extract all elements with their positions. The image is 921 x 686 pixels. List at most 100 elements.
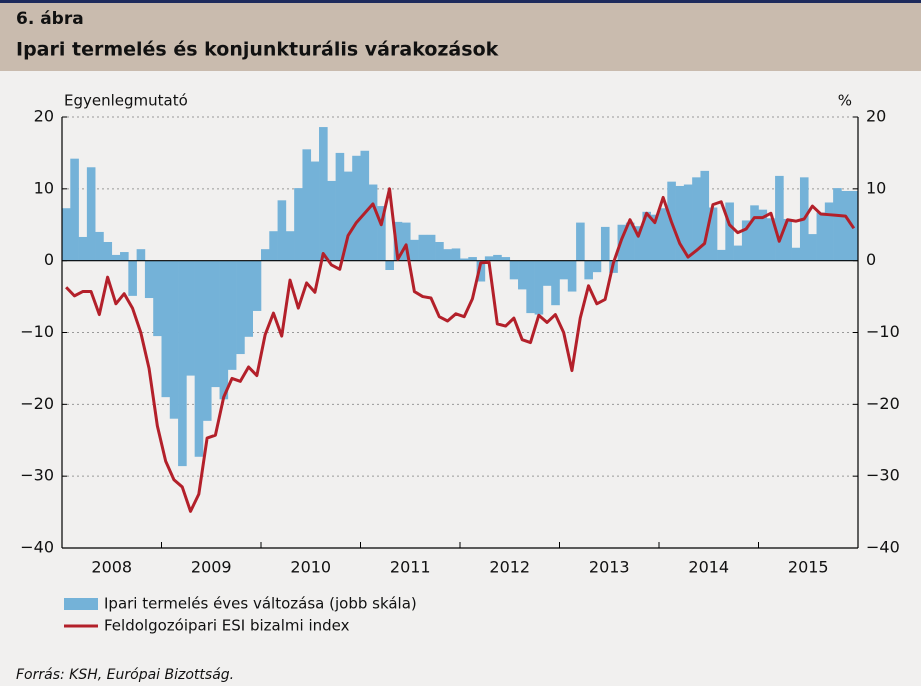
x-tick-label: 2011 bbox=[390, 558, 431, 577]
bar bbox=[750, 205, 759, 261]
y-tick-label: −10 bbox=[20, 322, 54, 341]
bar bbox=[78, 236, 88, 261]
bar bbox=[534, 260, 544, 315]
bar bbox=[294, 188, 303, 261]
bar bbox=[410, 239, 419, 261]
bar bbox=[393, 221, 403, 261]
bar bbox=[460, 258, 469, 261]
bar bbox=[211, 260, 220, 388]
figure-label: 6. ábra bbox=[16, 9, 84, 29]
x-tick-label: 2015 bbox=[788, 558, 829, 577]
header-rule bbox=[0, 0, 921, 3]
bar bbox=[128, 260, 137, 296]
bar bbox=[310, 161, 320, 261]
bar bbox=[526, 260, 535, 314]
bar bbox=[178, 260, 187, 467]
line bbox=[65, 187, 856, 513]
bar bbox=[692, 177, 701, 261]
bar bbox=[95, 231, 104, 261]
bar bbox=[144, 260, 154, 299]
legend-label: Ipari termelés éves változása (jobb skál… bbox=[104, 595, 417, 613]
x-tick-label: 2009 bbox=[191, 558, 232, 577]
bar bbox=[418, 234, 428, 261]
bar bbox=[775, 175, 784, 261]
bar bbox=[153, 260, 162, 337]
x-tick-label: 2013 bbox=[589, 558, 630, 577]
bar bbox=[385, 260, 394, 271]
bar bbox=[816, 212, 826, 261]
bar bbox=[327, 180, 336, 261]
bar bbox=[717, 249, 726, 261]
legend-label: Feldolgozóipari ESI bizalmi index bbox=[104, 617, 350, 635]
bar bbox=[194, 260, 204, 457]
bar bbox=[493, 254, 502, 261]
bar bbox=[849, 190, 859, 261]
legend-swatch bbox=[64, 598, 98, 610]
bar bbox=[841, 190, 851, 261]
bar bbox=[136, 249, 146, 261]
bar bbox=[343, 171, 353, 261]
y2-tick-label: −10 bbox=[866, 322, 900, 341]
bar bbox=[368, 184, 378, 261]
bar bbox=[708, 207, 718, 261]
bar bbox=[70, 158, 79, 261]
bar bbox=[833, 188, 842, 261]
bar bbox=[758, 209, 768, 261]
bar bbox=[576, 222, 585, 261]
bar bbox=[277, 200, 287, 261]
bar bbox=[426, 234, 436, 261]
bar bbox=[725, 202, 734, 261]
bar bbox=[791, 247, 801, 261]
bar bbox=[824, 202, 834, 261]
y2-tick-label: −20 bbox=[866, 394, 900, 413]
bar bbox=[468, 257, 477, 261]
x-tick-label: 2012 bbox=[489, 558, 530, 577]
bar bbox=[592, 260, 602, 273]
bar bbox=[443, 249, 453, 261]
bar bbox=[360, 150, 370, 261]
bar bbox=[302, 149, 312, 261]
bar bbox=[86, 167, 96, 261]
x-tick-label: 2008 bbox=[91, 558, 132, 577]
y2-tick-label: 0 bbox=[866, 250, 876, 269]
y2-axis-label: % bbox=[838, 92, 852, 110]
bar bbox=[227, 260, 237, 370]
y-tick-label: −30 bbox=[20, 466, 54, 485]
bar bbox=[584, 260, 593, 280]
bar bbox=[62, 208, 71, 261]
bar bbox=[261, 249, 270, 261]
bar bbox=[186, 260, 195, 376]
y-tick-label: 0 bbox=[44, 250, 54, 269]
bar bbox=[650, 214, 660, 261]
bar bbox=[103, 241, 113, 261]
bar bbox=[252, 260, 262, 311]
bar bbox=[808, 234, 817, 261]
bar bbox=[169, 260, 179, 419]
bar bbox=[634, 226, 643, 261]
bar bbox=[659, 208, 668, 261]
y-axis-label: Egyenlegmutató bbox=[64, 92, 188, 110]
y-tick-label: 10 bbox=[34, 178, 54, 197]
bar bbox=[567, 260, 577, 292]
bar bbox=[733, 245, 743, 261]
bar bbox=[766, 218, 776, 261]
chart-title: Ipari termelés és konjunkturális várakoz… bbox=[16, 39, 499, 61]
y2-tick-label: −30 bbox=[866, 466, 900, 485]
bar bbox=[484, 256, 494, 261]
bar bbox=[120, 252, 129, 261]
bar bbox=[377, 206, 386, 261]
bar bbox=[476, 260, 486, 282]
y-tick-label: 20 bbox=[34, 107, 54, 126]
y2-tick-label: −40 bbox=[866, 538, 900, 557]
bar bbox=[236, 260, 245, 355]
bar bbox=[551, 260, 560, 306]
bar bbox=[269, 231, 278, 261]
bar bbox=[625, 222, 635, 261]
bar bbox=[542, 260, 552, 286]
bar bbox=[352, 155, 361, 261]
bar bbox=[600, 226, 610, 261]
bar bbox=[501, 257, 511, 261]
bar bbox=[161, 260, 171, 398]
